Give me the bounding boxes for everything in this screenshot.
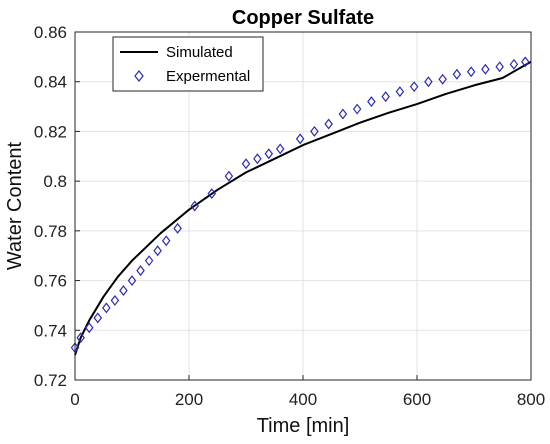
x-tick-label: 800 xyxy=(517,390,545,409)
y-tick-label: 0.8 xyxy=(43,172,67,191)
data-point-experimental xyxy=(84,322,94,334)
data-point-experimental xyxy=(509,58,519,70)
y-tick-label: 0.86 xyxy=(34,23,67,42)
data-point-experimental xyxy=(136,265,145,277)
data-point-experimental xyxy=(190,200,199,212)
data-point-experimental xyxy=(161,235,171,247)
legend: Simulated Expermental xyxy=(112,36,264,92)
y-tick-label: 0.72 xyxy=(34,371,67,390)
data-point-experimental xyxy=(395,86,405,98)
data-point-experimental xyxy=(352,103,362,115)
legend-marker-experimental xyxy=(134,70,144,82)
series-line-simulated xyxy=(74,60,532,356)
data-point-experimental xyxy=(481,63,490,75)
data-point-experimental xyxy=(264,148,274,160)
x-tick-label: 200 xyxy=(175,390,203,409)
ticks xyxy=(74,31,532,381)
data-point-experimental xyxy=(367,96,376,108)
data-point-experimental xyxy=(253,153,262,165)
x-tick-label: 600 xyxy=(403,390,431,409)
y-tick-label: 0.84 xyxy=(34,73,67,92)
legend-box xyxy=(112,36,264,92)
data-point-experimental xyxy=(76,332,85,344)
series-layer xyxy=(70,56,532,356)
data-point-experimental xyxy=(338,108,348,120)
x-axis-label: Time [min] xyxy=(257,415,350,437)
y-tick-label: 0.78 xyxy=(34,222,67,241)
y-tick-label: 0.76 xyxy=(34,272,67,291)
legend-label-experimental: Expermental xyxy=(166,68,250,85)
data-point-experimental xyxy=(93,312,103,324)
data-point-experimental xyxy=(295,133,305,145)
y-tick-label: 0.74 xyxy=(34,321,67,340)
data-point-experimental xyxy=(153,245,162,257)
data-point-experimental xyxy=(173,222,182,234)
data-point-experimental xyxy=(466,66,476,78)
data-point-experimental xyxy=(275,143,285,155)
chart-title: Copper Sulfate xyxy=(232,7,374,29)
data-point-experimental xyxy=(424,76,433,88)
tick-labels: 0 200 400 600 800 0.72 0.74 0.76 0.78 0.8 0.82 0.84… xyxy=(34,23,545,409)
data-point-experimental xyxy=(144,255,154,267)
data-point-experimental xyxy=(438,73,447,85)
data-point-experimental xyxy=(521,56,530,68)
data-point-experimental xyxy=(409,81,419,93)
legend-label-simulated: Simulated xyxy=(166,44,233,61)
data-point-experimental xyxy=(310,125,319,137)
data-point-experimental xyxy=(224,170,234,182)
y-tick-label: 0.82 xyxy=(34,122,67,141)
x-tick-label: 400 xyxy=(289,390,317,409)
data-point-experimental xyxy=(241,158,251,170)
data-point-experimental xyxy=(207,188,217,200)
data-point-experimental xyxy=(381,91,390,103)
data-point-experimental xyxy=(495,61,504,73)
data-point-experimental xyxy=(110,294,120,306)
data-point-experimental xyxy=(324,118,333,130)
y-axis-label: Water Content xyxy=(4,141,26,270)
data-point-experimental xyxy=(119,285,128,296)
data-point-experimental xyxy=(127,275,137,287)
data-point-experimental xyxy=(452,68,462,80)
data-point-experimental xyxy=(102,302,111,314)
grid xyxy=(74,31,532,381)
x-tick-label: 0 xyxy=(70,390,79,409)
